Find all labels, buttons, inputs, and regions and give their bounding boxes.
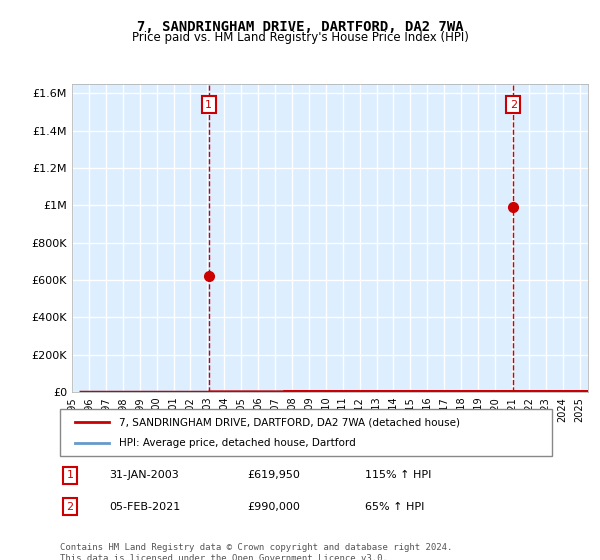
- Text: 1: 1: [205, 100, 212, 110]
- Text: 7, SANDRINGHAM DRIVE, DARTFORD, DA2 7WA (detached house): 7, SANDRINGHAM DRIVE, DARTFORD, DA2 7WA …: [119, 417, 460, 427]
- Text: £619,950: £619,950: [247, 470, 300, 480]
- Text: 2: 2: [510, 100, 517, 110]
- Text: 115% ↑ HPI: 115% ↑ HPI: [365, 470, 431, 480]
- Text: 1: 1: [67, 470, 73, 480]
- Text: 31-JAN-2003: 31-JAN-2003: [109, 470, 179, 480]
- Text: Contains HM Land Registry data © Crown copyright and database right 2024.
This d: Contains HM Land Registry data © Crown c…: [60, 543, 452, 560]
- Text: 7, SANDRINGHAM DRIVE, DARTFORD, DA2 7WA: 7, SANDRINGHAM DRIVE, DARTFORD, DA2 7WA: [137, 20, 463, 34]
- Text: 05-FEB-2021: 05-FEB-2021: [109, 502, 181, 511]
- Text: £990,000: £990,000: [247, 502, 300, 511]
- Text: HPI: Average price, detached house, Dartford: HPI: Average price, detached house, Dart…: [119, 438, 356, 448]
- Text: 65% ↑ HPI: 65% ↑ HPI: [365, 502, 424, 511]
- Text: Price paid vs. HM Land Registry's House Price Index (HPI): Price paid vs. HM Land Registry's House …: [131, 31, 469, 44]
- Text: 2: 2: [66, 502, 73, 511]
- FancyBboxPatch shape: [60, 409, 552, 456]
